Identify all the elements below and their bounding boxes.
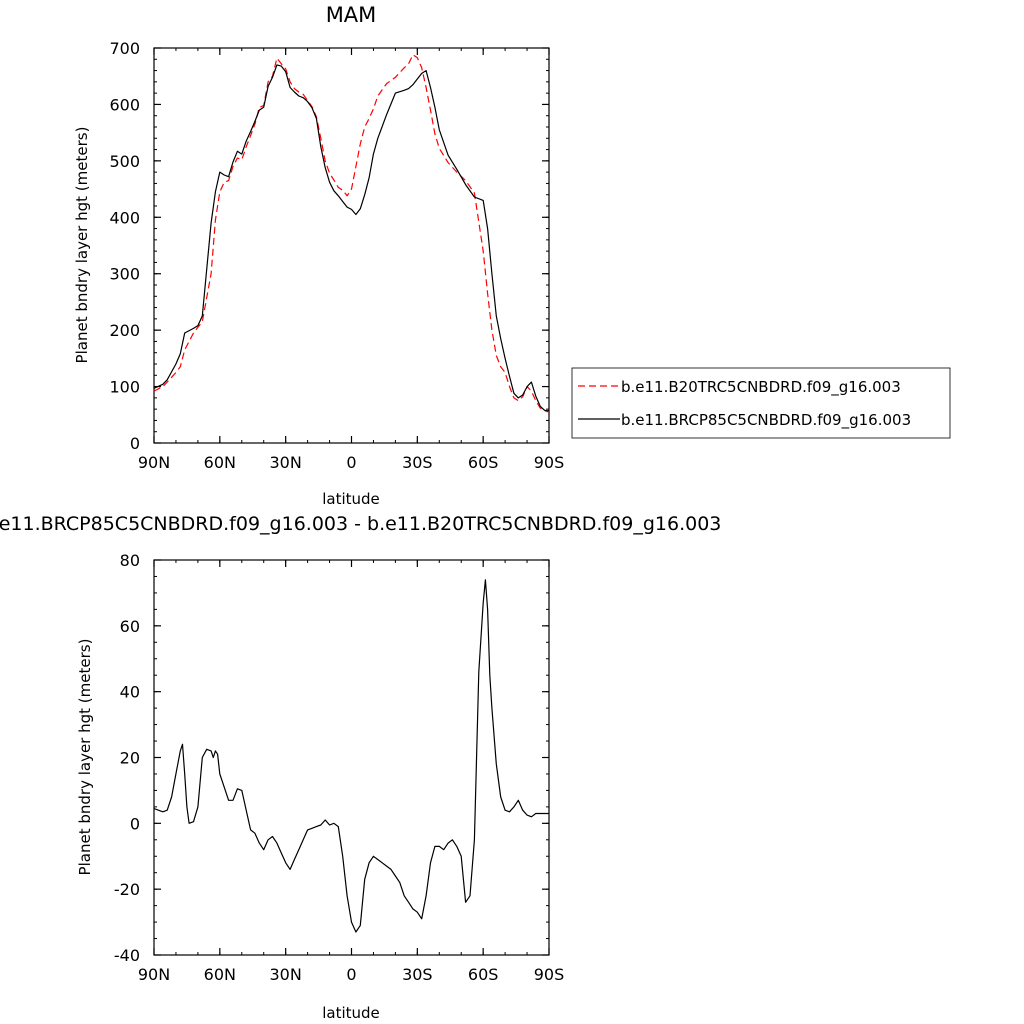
top-axis-ticks: 90N 60N 30N 0 30S 60S 90S 0 100 200 300 400 500 600 70… <box>109 39 564 472</box>
bottom-y-tick-label: 0 <box>130 814 140 833</box>
top-x-tick-label: 90S <box>534 453 565 472</box>
top-y-tick-label: 500 <box>109 152 140 171</box>
top-chart: MAM 90N 60N 30N 0 30S 60S 90S 0 100 200 300 400 500 6… <box>73 3 951 508</box>
top-series-line-1 <box>153 54 550 413</box>
top-y-axis-label: Planet bndry layer hgt (meters) <box>73 127 91 364</box>
bottom-x-tick-label: 60S <box>468 965 499 984</box>
top-y-tick-label: 0 <box>130 434 140 453</box>
legend: b.e11.B20TRC5CNBDRD.f09_g16.003 b.e11.BR… <box>571 367 951 439</box>
top-x-tick-label: 0 <box>346 453 356 472</box>
top-y-tick-label: 600 <box>109 95 140 114</box>
top-x-axis-label: latitude <box>322 490 380 508</box>
bottom-y-tick-label: -20 <box>114 880 140 899</box>
bottom-series-line-1 <box>153 579 549 933</box>
top-y-tick-label: 100 <box>109 378 140 397</box>
top-x-tick-label: 30N <box>270 453 302 472</box>
bottom-x-tick-label: 30S <box>402 965 433 984</box>
bottom-y-tick-label: -40 <box>114 946 140 965</box>
top-x-tick-label: 60S <box>468 453 499 472</box>
bottom-x-tick-label: 30N <box>270 965 302 984</box>
bottom-series-layer <box>153 579 549 933</box>
bottom-y-axis-label: Planet bndry layer hgt (meters) <box>76 639 94 876</box>
bottom-x-tick-label: 90N <box>138 965 170 984</box>
top-series-line-2 <box>153 64 550 412</box>
bottom-y-tick-label: 80 <box>120 551 140 570</box>
bottom-x-tick-label: 0 <box>346 965 356 984</box>
top-x-tick-label: 90N <box>138 453 170 472</box>
bottom-y-tick-label: 40 <box>120 683 140 702</box>
legend-label-control: b.e11.B20TRC5CNBDRD.f09_g16.003 <box>621 378 901 397</box>
top-y-tick-label: 200 <box>109 321 140 340</box>
bottom-axis-ticks: 90N 60N 30N 0 30S 60S 90S -40 -20 0 20 40 60 80 <box>114 551 564 984</box>
bottom-x-axis-label: latitude <box>322 1004 380 1022</box>
bottom-x-tick-label: 60N <box>204 965 236 984</box>
bottom-y-tick-label: 60 <box>120 617 140 636</box>
top-y-tick-label: 300 <box>109 265 140 284</box>
legend-box <box>571 367 951 439</box>
top-y-tick-label: 700 <box>109 39 140 58</box>
top-y-tick-label: 400 <box>109 208 140 227</box>
top-series-layer <box>153 54 550 413</box>
top-x-tick-label: 60N <box>204 453 236 472</box>
bottom-x-tick-label: 90S <box>534 965 565 984</box>
bottom-y-tick-label: 20 <box>120 749 140 768</box>
legend-label-scenario: b.e11.BRCP85C5CNBDRD.f09_g16.003 <box>621 411 911 430</box>
bottom-chart-title: b.e11.BRCP85C5CNBDRD.f09_g16.003 - b.e11… <box>0 513 721 535</box>
top-chart-title: MAM <box>326 3 377 27</box>
bottom-chart: b.e11.BRCP85C5CNBDRD.f09_g16.003 - b.e11… <box>0 513 721 1022</box>
top-x-tick-label: 30S <box>402 453 433 472</box>
